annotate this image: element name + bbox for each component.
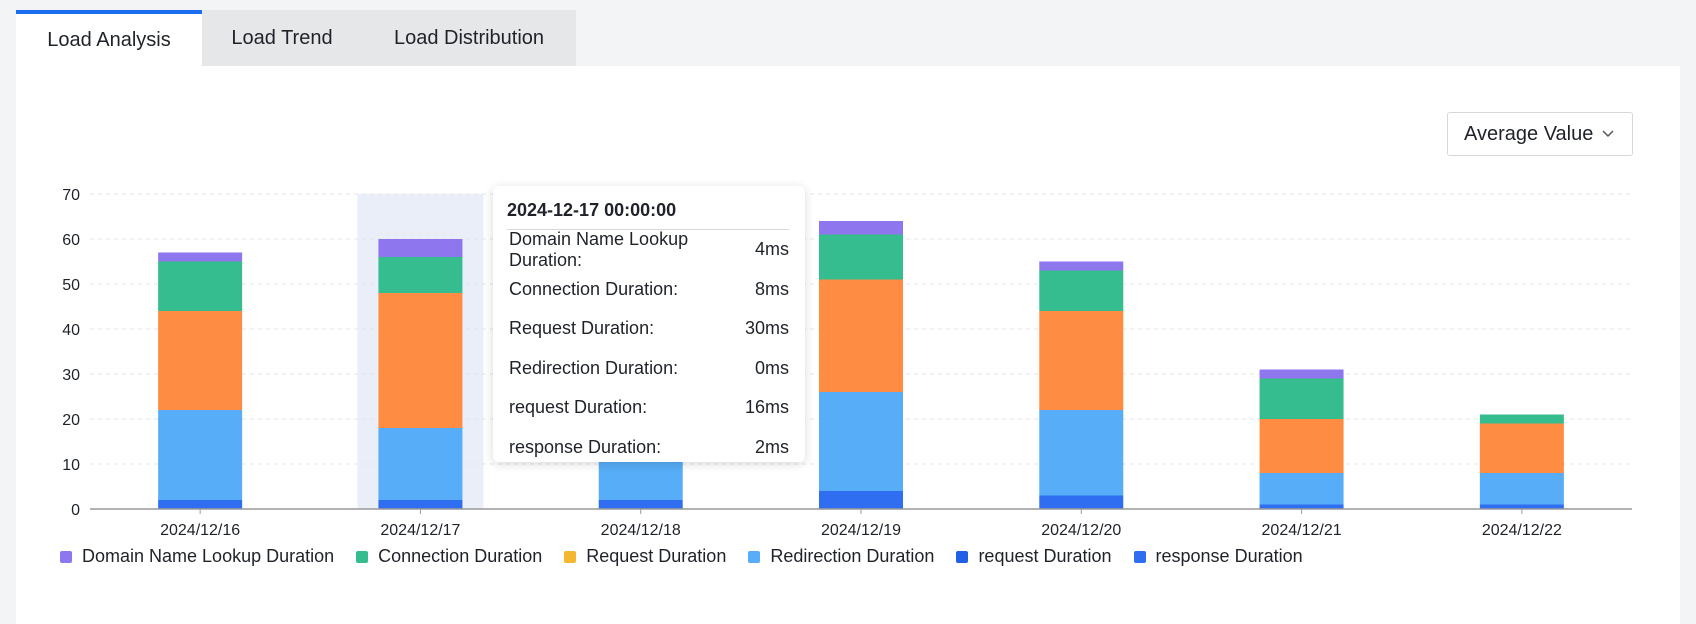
bar-segment (1259, 369, 1344, 379)
y-tick-label: 40 (62, 322, 80, 339)
bar-segment (1039, 261, 1124, 271)
legend-label: Redirection Duration (770, 546, 935, 566)
bar-segment (819, 392, 903, 491)
bar-segment (1259, 504, 1344, 509)
y-tick-label: 60 (62, 232, 80, 249)
tooltip-value: 30ms (744, 318, 789, 339)
tooltip-row: Domain Name Lookup Duration: 4ms (509, 228, 789, 270)
bar-segment (1039, 311, 1124, 410)
bar-segment (378, 428, 463, 500)
legend-swatch (1133, 550, 1146, 563)
bar-segment (378, 257, 463, 293)
tab-load-analysis[interactable]: Load Analysis (16, 10, 202, 66)
bar-segment (158, 500, 243, 509)
legend-item[interactable]: Domain Name Lookup Duration (60, 546, 334, 567)
y-tick-label: 20 (62, 412, 80, 429)
legend-swatch (356, 550, 369, 563)
bar-segment (819, 279, 903, 392)
legend-swatch (60, 550, 72, 563)
legend-label: Connection Duration (378, 546, 543, 566)
bar-segment (1259, 473, 1344, 505)
x-tick-label: 2024/12/20 (1041, 522, 1121, 539)
legend-swatch (564, 550, 577, 563)
tooltip-value: 8ms (754, 278, 789, 299)
legend-item[interactable]: Connection Duration (356, 546, 542, 567)
chart-tooltip: 2024-12-17 00:00:00 Domain Name Lookup D… (493, 186, 805, 462)
aggregation-select[interactable]: Average Value (1447, 112, 1633, 156)
x-tick-label: 2024/12/19 (821, 522, 901, 539)
y-tick-label: 70 (62, 187, 80, 204)
tooltip-row: Request Duration: 30ms (509, 309, 789, 349)
bar-segment (1039, 270, 1124, 311)
y-tick-label: 0 (71, 502, 80, 519)
tooltip-label: Redirection Duration: (509, 357, 679, 378)
tooltip-title: 2024-12-17 00:00:00 (507, 200, 789, 230)
bar-segment (819, 491, 903, 509)
tooltip-row: Connection Duration: 8ms (509, 270, 789, 310)
chevron-down-icon (1602, 130, 1614, 138)
bar-segment (158, 311, 243, 410)
y-tick-label: 30 (62, 367, 80, 384)
x-tick-label: 2024/12/16 (160, 522, 240, 539)
bar-segment (598, 500, 683, 509)
tab-bar: Load Analysis Load Trend Load Distributi… (16, 10, 576, 66)
legend-item[interactable]: request Duration (956, 546, 1112, 567)
bar-segment (1479, 423, 1564, 473)
tooltip-value: 16ms (744, 397, 789, 418)
x-tick-label: 2024/12/17 (380, 522, 460, 539)
bar-segment (378, 239, 463, 257)
bar-segment (378, 293, 463, 428)
legend-label: request Duration (978, 546, 1112, 566)
bar-segment (1479, 414, 1564, 424)
y-tick-label: 10 (62, 457, 80, 474)
tooltip-label: request Duration: (509, 397, 648, 418)
chart-legend: Domain Name Lookup Duration Connection Du… (60, 546, 1325, 567)
tooltip-label: Request Duration: (509, 318, 655, 339)
tooltip-row: Redirection Duration: 0ms (509, 349, 789, 389)
stacked-bar-chart: 0 10 20 30 40 50 60 70 2024/12/16 2024/12/17 2024/… (62, 187, 1632, 539)
tooltip-row: response Duration: 2ms (509, 428, 789, 468)
tab-load-distribution[interactable]: Load Distribution (362, 10, 576, 66)
x-tick-label: 2024/12/22 (1482, 522, 1562, 539)
tooltip-value: 2ms (754, 436, 789, 457)
legend-swatch (956, 550, 969, 563)
legend-item[interactable]: Redirection Duration (748, 546, 934, 567)
y-tick-label: 50 (62, 277, 80, 294)
bar-segment (1479, 473, 1564, 505)
tooltip-label: response Duration: (509, 436, 662, 457)
tooltip-value: 4ms (754, 239, 789, 260)
tooltip-value: 0ms (754, 357, 789, 378)
bar-segment (1259, 378, 1344, 419)
x-tick-label: 2024/12/21 (1262, 522, 1342, 539)
bar-segment (158, 410, 243, 500)
bar-segment (1479, 504, 1564, 509)
legend-label: Domain Name Lookup Duration (82, 546, 335, 566)
bar-segment (1259, 419, 1344, 473)
bar-segment (158, 261, 243, 311)
legend-label: response Duration (1155, 546, 1303, 566)
bar-segment (158, 252, 243, 262)
tab-load-trend[interactable]: Load Trend (202, 10, 362, 66)
bar-segment (819, 234, 903, 280)
tooltip-label: Domain Name Lookup Duration: (509, 228, 689, 270)
bar-segment (378, 500, 463, 509)
tooltip-row: request Duration: 16ms (509, 388, 789, 428)
legend-label: Request Duration (586, 546, 727, 566)
legend-item[interactable]: response Duration (1133, 546, 1303, 567)
legend-swatch (748, 550, 761, 563)
bar-segment (1039, 495, 1124, 509)
bar-segment (1039, 410, 1124, 496)
bar-segment (819, 221, 903, 235)
legend-item[interactable]: Request Duration (564, 546, 726, 567)
aggregation-select-value: Average Value (1464, 122, 1594, 145)
x-tick-label: 2024/12/18 (601, 522, 681, 539)
tooltip-label: Connection Duration: (509, 278, 679, 299)
